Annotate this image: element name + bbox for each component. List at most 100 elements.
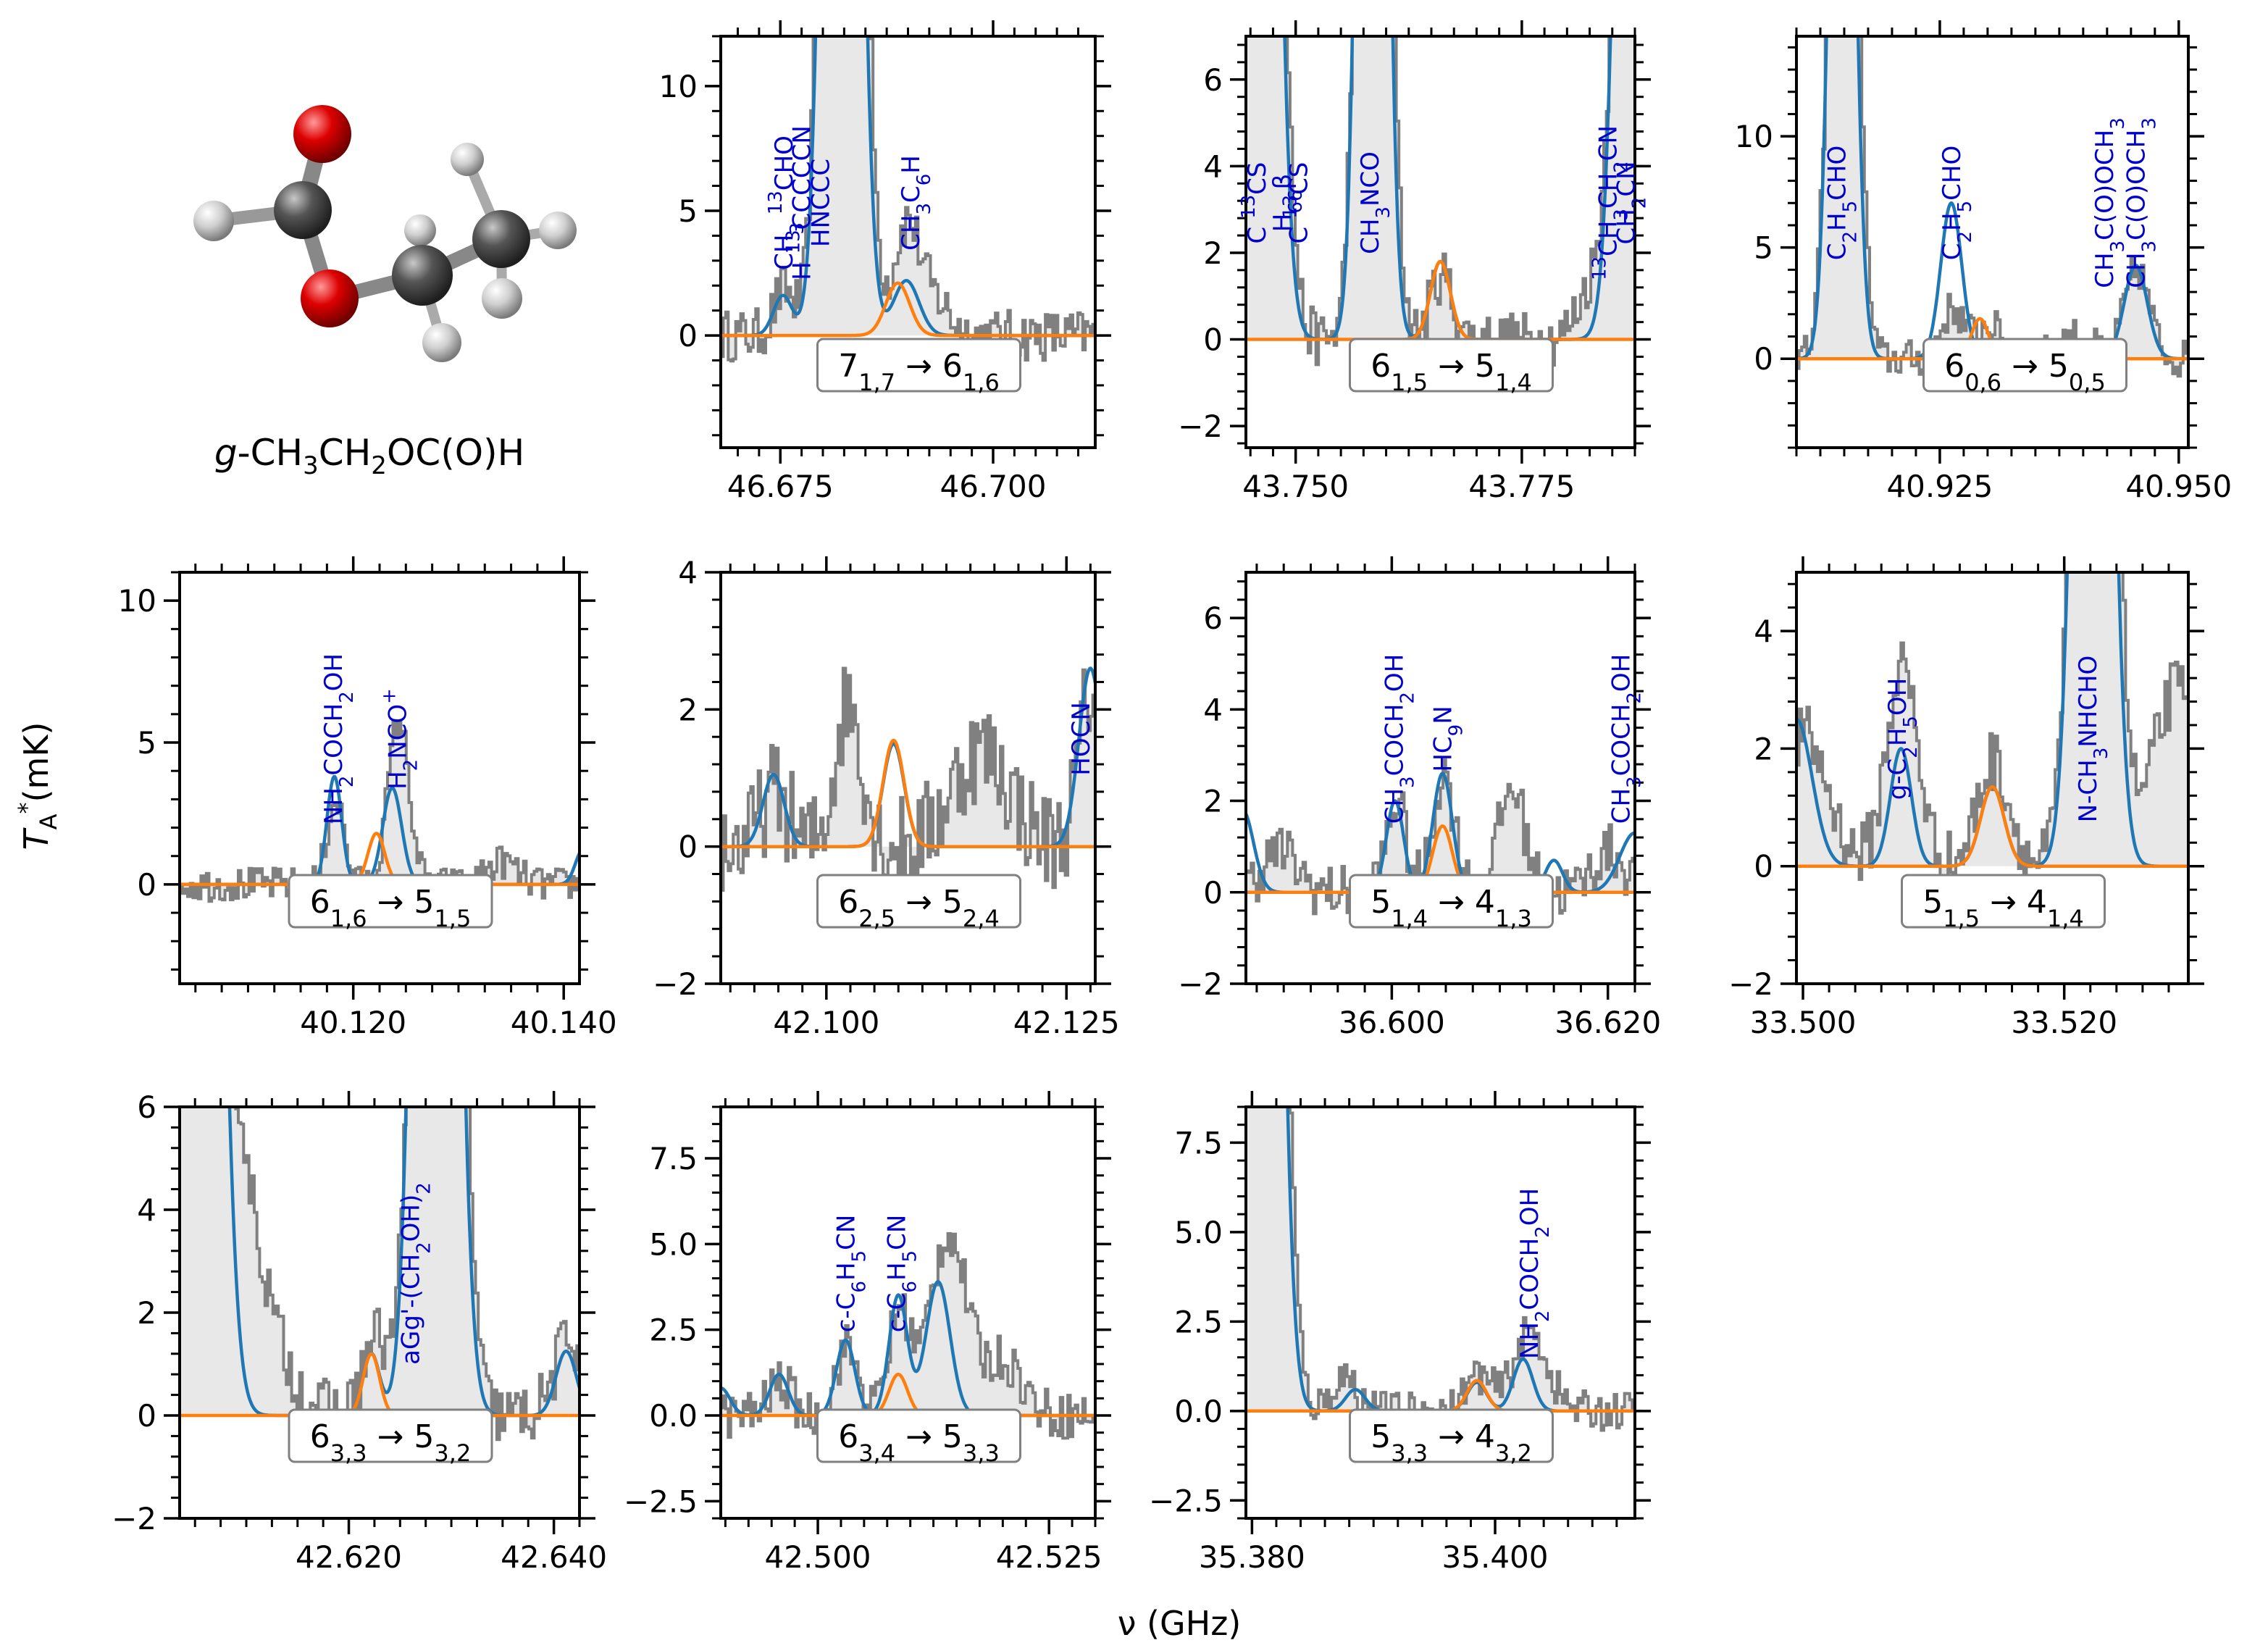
y-tick-label: −2.5	[624, 1484, 698, 1519]
y-tick-label: 10	[118, 583, 156, 619]
transition-label: 63,4 → 53,3	[838, 1418, 1000, 1467]
y-tick-label: 0	[678, 829, 698, 865]
y-tick-label: 0	[137, 867, 156, 903]
axes-frame	[1244, 35, 1636, 449]
annotation-label: H 13CCCCCN	[783, 125, 817, 280]
y-tick-label: 6	[1203, 62, 1223, 98]
y-tick-label: 4	[1203, 692, 1223, 727]
transition-box	[1349, 1408, 1554, 1463]
y-tick-label: 0	[1754, 849, 1773, 884]
hydrogen-atom	[482, 278, 522, 319]
transition-label: 53,3 → 43,2	[1371, 1418, 1532, 1467]
hydrogen-atom	[539, 212, 577, 249]
transition-box	[288, 874, 493, 929]
line-annotation: aGg'-(CH2OH)2	[397, 1182, 435, 1365]
y-tick-label: 4	[1754, 614, 1773, 649]
line-annotation: CH2CN	[1612, 161, 1651, 244]
line-annotation: H 13CCCCCN	[783, 125, 817, 280]
spectrum-panel-9: 42.500 42.525 −2.5 0.0 2.5 5.0 7.5 c-C6H5CN c-C6…	[624, 1091, 1111, 1575]
y-tick-label: 2	[137, 1295, 156, 1331]
species-model-curve	[180, 832, 579, 887]
x-tick-label: 42.640	[501, 1539, 607, 1575]
y-tick-label: 4	[1203, 149, 1223, 184]
y-tick-label: 0	[1754, 341, 1773, 377]
spectrum-panel-3: 40.925 40.950 0 5 10 C2H5CHO C2H5CHO CH3C(O)OCH…	[1735, 20, 2232, 504]
transition-label: 61,6 → 51,5	[310, 884, 472, 932]
x-tick-label: 46.675	[727, 469, 834, 504]
x-tick-label: 42.620	[296, 1539, 402, 1575]
y-tick-label: −2	[112, 1501, 156, 1536]
y-tick-label: 2	[1203, 235, 1223, 271]
observed-spectrum	[1286, 36, 1611, 369]
line-annotation: C2H5CHO	[1938, 146, 1976, 261]
annotation-label: H2NCO+	[379, 688, 422, 790]
observed-fill	[180, 1107, 579, 1440]
observed-spectrum	[721, 36, 1095, 363]
x-tick-label: 46.700	[940, 469, 1047, 504]
transition-label: 61,5 → 51,4	[1371, 348, 1532, 396]
transition-box	[1901, 874, 2106, 929]
annotation-label: HNCCC	[807, 159, 836, 247]
line-annotation: c-C6H5CN	[883, 1215, 921, 1333]
annotation-label: C 13CS	[1238, 162, 1272, 244]
species-model-curve	[180, 1352, 579, 1418]
x-tick-label: 42.100	[773, 1005, 879, 1040]
molecule-label-part: -CH	[238, 432, 304, 474]
y-tick-label: 2.5	[649, 1313, 698, 1348]
y-tick-label: 5.0	[649, 1226, 698, 1262]
spectrum-panel-10: 35.380 35.400 −2.5 0.0 2.5 5.0 7.5 NH2COCH2OH 53…	[1149, 1091, 1651, 1575]
line-annotation: NH2COCH2OH	[319, 653, 358, 824]
annotation-label: CH3COCH2OH	[1380, 654, 1418, 824]
y-tick-label: 10	[659, 69, 698, 104]
species-model-curve	[721, 1372, 1095, 1418]
observed-spectrum	[1246, 758, 1635, 917]
transition-label: 60,6 → 50,5	[1944, 348, 2106, 396]
molecule-label: g-CH3CH2OC(O)H	[214, 432, 524, 480]
line-annotation: N-CH3NHCHO	[2074, 656, 2112, 823]
y-tick-label: 10	[1735, 119, 1773, 154]
y-tick-label: 6	[1203, 601, 1223, 636]
line-annotation: H66β	[1268, 174, 1307, 232]
y-tick-label: 2	[1754, 731, 1773, 766]
y-tick-label: 5	[137, 725, 156, 761]
y-tick-label: 0.0	[649, 1398, 698, 1434]
y-tick-label: −2	[1728, 966, 1773, 1002]
annotation-label: 13CH3CH2CN	[1589, 125, 1633, 280]
hydrogen-atom	[404, 214, 436, 246]
x-tick-label: 33.500	[1750, 1005, 1857, 1040]
transition-box	[1349, 874, 1554, 929]
species-model-curve	[721, 281, 1095, 338]
molecule-label-prefix: g	[214, 432, 238, 474]
annotation-label: CH3COCH2OH	[1607, 654, 1646, 824]
spectrum-panel-7: 33.500 33.520 −2 0 2 4 g-C2H5OH N-CH3NHCHO 51,5 …	[1728, 556, 2204, 1040]
molecule-label-sub: 2	[371, 451, 387, 480]
observed-fill	[1796, 572, 2188, 891]
y-tick-label: 2	[1203, 784, 1223, 819]
x-tick-label: 35.400	[1442, 1539, 1549, 1575]
line-annotation: C 13CS	[1279, 162, 1313, 244]
molecule-label-part: OC(O)H	[387, 432, 524, 474]
annotation-label: CH3 13CHO	[765, 135, 808, 270]
line-annotation: g-C2H5OH	[1883, 678, 1922, 800]
y-tick-label: 0	[678, 318, 698, 354]
x-tick-label: 36.620	[1554, 1005, 1661, 1040]
x-tick-label: 42.500	[765, 1539, 871, 1575]
x-tick-label: 43.775	[1468, 469, 1575, 504]
oxygen-atom	[301, 269, 359, 327]
axes-frame	[719, 571, 1097, 985]
y-tick-label: 2	[678, 692, 698, 727]
line-annotation: CH3C6H	[897, 155, 935, 251]
transition-label: 63,3 → 53,2	[310, 1418, 472, 1467]
annotation-label: NH2COCH2OH	[319, 653, 358, 824]
spectrum-panel-4: 40.120 40.140 0 5 10 NH2COCH2OH H2NCO+ 61,6 → 5…	[118, 556, 617, 1040]
annotation-label: CH2CN	[1612, 161, 1651, 244]
axes-frame	[1795, 35, 2190, 449]
line-annotation: HNCCC	[807, 159, 836, 247]
y-tick-label: 7.5	[1174, 1125, 1223, 1160]
spectrum-panel-8: 42.620 42.640 −2 0 2 4 6 aGg'-(CH2OH)2 63,3 → 53…	[112, 1089, 607, 1575]
transition-box	[288, 1408, 493, 1463]
y-axis-title: TA*(mK)	[13, 722, 62, 850]
annotation-label: CH3C6H	[897, 155, 935, 251]
